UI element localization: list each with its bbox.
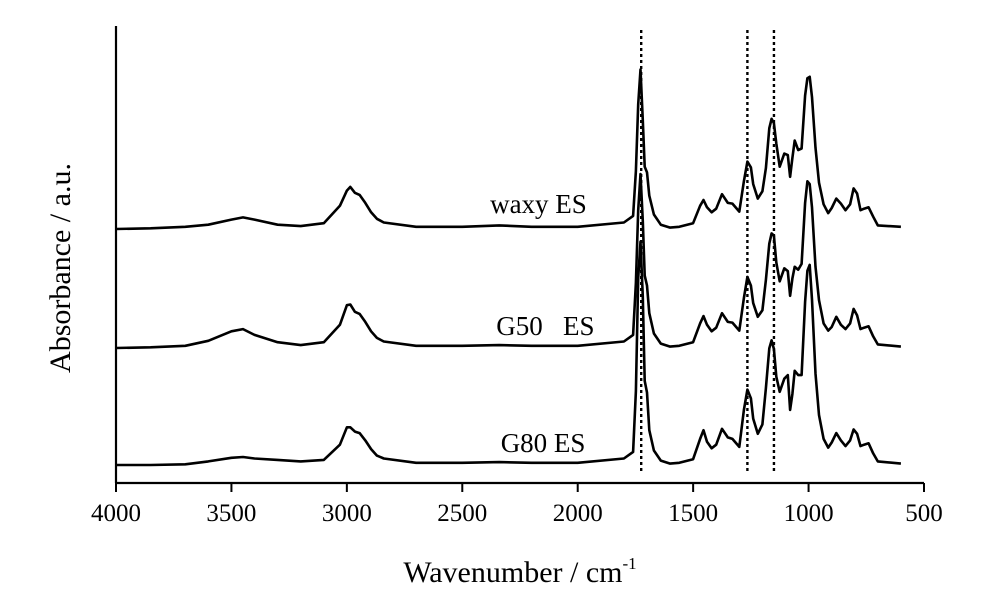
x-ticks: 4000 3500 3000 2500 2000 1500 1000 500 [91,483,943,527]
y-axis-title: Absorbance / a.u. [44,163,77,373]
series-label-1: waxy ES [490,189,587,219]
x-tick-label-2500: 2500 [437,500,487,527]
x-axis-title-text: Wavenumber / cm [403,556,622,589]
series-line-2 [115,172,902,350]
series-label-2: G50 ES [496,311,594,341]
series-label-3: G80 ES [501,428,586,458]
series-line-3 [116,240,902,467]
x-tick-label-1000: 1000 [784,500,834,527]
axes [114,26,924,485]
x-tick-label-2000: 2000 [553,500,603,527]
x-axis-title: Wavenumber / cm-1 [403,554,636,589]
plot-area: waxy ES G50 ES G80 ES [115,30,902,474]
x-tick-label-3500: 3500 [206,500,256,527]
x-tick-label-500: 500 [905,500,943,527]
x-tick-label-3000: 3000 [322,500,372,527]
series-line-1 [115,68,901,231]
x-tick-label-1500: 1500 [668,500,718,527]
x-axis-title-superscript: -1 [623,554,637,573]
x-tick-label-4000: 4000 [91,500,141,527]
